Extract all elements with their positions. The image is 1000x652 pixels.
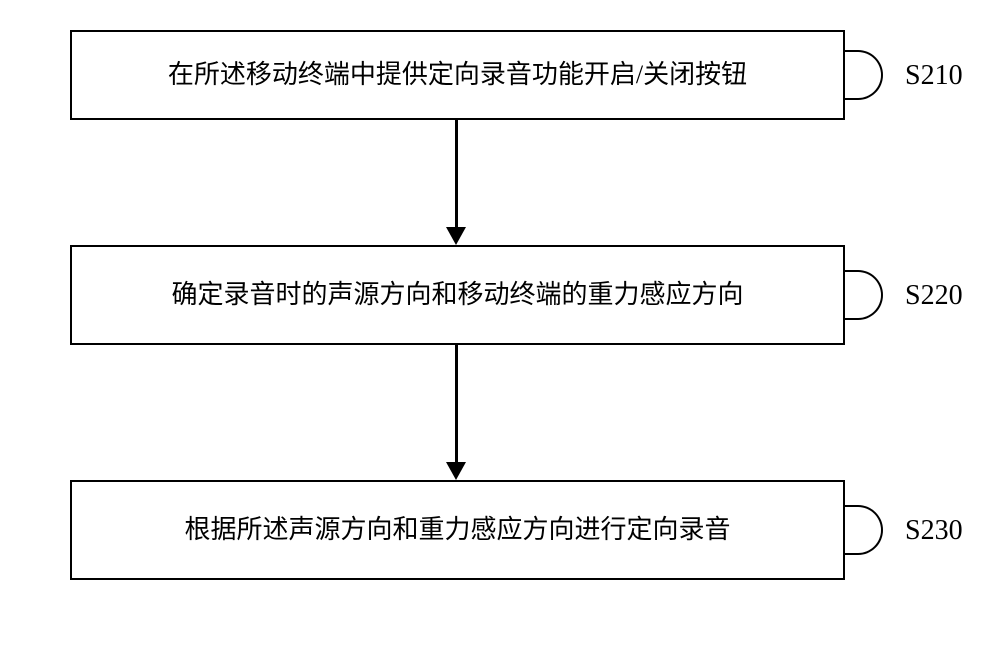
- step-text: 在所述移动终端中提供定向录音功能开启/关闭按钮: [168, 57, 747, 93]
- step-label-s230: S230: [905, 515, 963, 547]
- bracket-s230: [845, 505, 883, 555]
- step-text: 确定录音时的声源方向和移动终端的重力感应方向: [171, 277, 743, 313]
- step-label-s220: S220: [905, 280, 963, 312]
- step-box-s210: 在所述移动终端中提供定向录音功能开启/关闭按钮: [70, 30, 845, 120]
- bracket-s210: [845, 50, 883, 100]
- step-box-s220: 确定录音时的声源方向和移动终端的重力感应方向: [70, 245, 845, 345]
- step-label-s210: S210: [905, 60, 963, 92]
- arrow-line-2: [455, 345, 458, 462]
- arrow-line-1: [455, 120, 458, 227]
- flowchart-container: 在所述移动终端中提供定向录音功能开启/关闭按钮 S210 确定录音时的声源方向和…: [0, 0, 1000, 652]
- bracket-s220: [845, 270, 883, 320]
- arrow-head-1: [446, 227, 466, 245]
- step-box-s230: 根据所述声源方向和重力感应方向进行定向录音: [70, 480, 845, 580]
- arrow-head-2: [446, 462, 466, 480]
- step-text: 根据所述声源方向和重力感应方向进行定向录音: [184, 512, 730, 548]
